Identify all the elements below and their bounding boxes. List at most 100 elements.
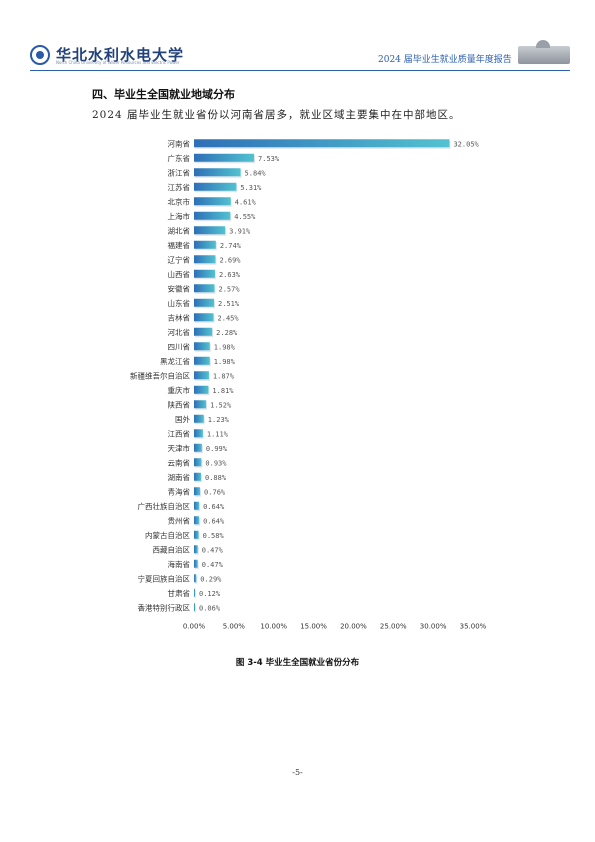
intro-paragraph: 2024 届毕业生就业省份以河南省居多，就业区域主要集中在中部地区。 bbox=[92, 109, 461, 121]
province-distribution-chart: 河南省 32.05% 广东省 7.53% 浙江省 5.84% 江苏省 5.31% 北京市 4.61… bbox=[100, 132, 500, 642]
category-label: 吉林省 bbox=[168, 312, 191, 322]
data-bar bbox=[194, 342, 210, 351]
x-tick-label: 25.00% bbox=[380, 623, 407, 631]
bar-shadow bbox=[195, 590, 196, 599]
data-bar bbox=[194, 400, 207, 409]
data-bar bbox=[194, 269, 215, 278]
data-label: 4.55% bbox=[234, 213, 256, 221]
data-label: 0.88% bbox=[205, 474, 227, 482]
data-bar bbox=[194, 197, 231, 206]
data-bar bbox=[194, 530, 199, 539]
data-bar bbox=[194, 443, 202, 452]
data-label: 7.53% bbox=[258, 155, 280, 163]
data-label: 5.84% bbox=[245, 169, 267, 177]
data-label: 1.11% bbox=[207, 430, 229, 438]
data-label: 3.91% bbox=[229, 227, 251, 235]
data-label: 0.06% bbox=[199, 604, 221, 612]
data-bar bbox=[194, 603, 195, 612]
category-label: 河南省 bbox=[168, 138, 191, 148]
x-tick-label: 0.00% bbox=[183, 623, 206, 631]
data-bar bbox=[194, 327, 213, 336]
category-label: 湖南省 bbox=[168, 472, 191, 482]
university-english-name: North China University of Water Resource… bbox=[56, 60, 180, 65]
data-bar bbox=[194, 139, 450, 148]
data-bar bbox=[194, 371, 209, 380]
data-bar bbox=[194, 182, 237, 191]
campus-building-icon bbox=[518, 40, 570, 64]
category-label: 天津市 bbox=[168, 443, 191, 453]
data-bar bbox=[194, 516, 200, 525]
category-label: 辽宁省 bbox=[168, 254, 191, 264]
page-number: -5- bbox=[292, 768, 303, 777]
category-label: 广东省 bbox=[168, 153, 191, 163]
bar-shadow bbox=[195, 604, 196, 613]
category-label: 陕西省 bbox=[168, 399, 191, 409]
data-label: 2.57% bbox=[218, 285, 240, 293]
data-label: 1.98% bbox=[214, 358, 236, 366]
data-bar bbox=[194, 545, 198, 554]
category-label: 青海省 bbox=[168, 486, 191, 496]
category-label: 山东省 bbox=[168, 298, 191, 308]
data-label: 2.28% bbox=[216, 329, 238, 337]
category-label: 甘肃省 bbox=[168, 588, 191, 598]
data-label: 2.63% bbox=[219, 271, 241, 279]
category-label: 江苏省 bbox=[168, 182, 191, 192]
data-bar bbox=[194, 313, 214, 322]
data-label: 0.47% bbox=[202, 561, 224, 569]
section-title: 四、毕业生全国就业地域分布 bbox=[92, 88, 235, 101]
data-label: 1.87% bbox=[213, 372, 235, 380]
category-label: 西藏自治区 bbox=[153, 544, 191, 554]
x-tick-label: 5.00% bbox=[223, 623, 246, 631]
category-label: 香港特别行政区 bbox=[138, 602, 191, 612]
x-tick-label: 35.00% bbox=[460, 623, 487, 631]
data-label: 0.58% bbox=[203, 532, 225, 540]
data-label: 2.45% bbox=[218, 314, 240, 322]
data-bar bbox=[194, 472, 202, 481]
data-bar bbox=[194, 284, 215, 293]
x-tick-label: 10.00% bbox=[260, 623, 287, 631]
category-label: 内蒙古自治区 bbox=[145, 530, 190, 540]
data-bar bbox=[194, 168, 241, 177]
data-bar bbox=[194, 211, 231, 220]
category-label: 广西壮族自治区 bbox=[138, 501, 191, 511]
chart-svg: 河南省 32.05% 广东省 7.53% 浙江省 5.84% 江苏省 5.31% 北京市 4.61… bbox=[130, 138, 487, 631]
data-bar bbox=[194, 356, 210, 365]
data-bar bbox=[194, 414, 204, 423]
category-label: 安徽省 bbox=[168, 283, 191, 293]
category-label: 河北省 bbox=[168, 327, 191, 337]
category-label: 重庆市 bbox=[168, 385, 191, 395]
category-label: 海南省 bbox=[168, 559, 191, 569]
report-title: 2024 届毕业生就业质量年度报告 bbox=[378, 55, 512, 65]
data-bar bbox=[194, 226, 226, 235]
data-label: 32.05% bbox=[453, 140, 479, 148]
data-label: 1.23% bbox=[208, 416, 230, 424]
data-bar bbox=[194, 385, 209, 394]
data-label: 2.69% bbox=[219, 256, 241, 264]
figure-caption: 图 3-4 毕业生全国就业省份分布 bbox=[235, 658, 360, 668]
data-bar bbox=[194, 559, 198, 568]
data-bar bbox=[194, 298, 215, 307]
data-bar bbox=[194, 153, 255, 162]
data-label: 2.74% bbox=[220, 242, 242, 250]
university-emblem-icon bbox=[30, 44, 50, 65]
category-label: 山西省 bbox=[168, 269, 191, 279]
category-label: 黑龙江省 bbox=[160, 356, 190, 366]
data-label: 0.12% bbox=[199, 590, 221, 598]
data-label: 0.76% bbox=[204, 488, 226, 496]
data-label: 1.52% bbox=[210, 401, 232, 409]
x-tick-label: 15.00% bbox=[300, 623, 327, 631]
data-label: 0.47% bbox=[202, 546, 224, 554]
data-bar bbox=[194, 429, 203, 438]
university-name: 华北水利水电大学 bbox=[56, 46, 185, 64]
data-label: 4.61% bbox=[235, 198, 257, 206]
data-label: 0.64% bbox=[203, 503, 225, 511]
page-header: 华北水利水电大学 North China University of Water… bbox=[30, 40, 570, 71]
university-logo: 华北水利水电大学 bbox=[30, 44, 184, 65]
category-label: 四川省 bbox=[168, 341, 191, 351]
data-bar bbox=[194, 255, 216, 264]
data-label: 0.99% bbox=[206, 445, 228, 453]
header-divider bbox=[30, 70, 570, 71]
data-bar bbox=[194, 487, 201, 496]
data-label: 1.98% bbox=[214, 343, 236, 351]
data-label: 1.81% bbox=[212, 387, 234, 395]
